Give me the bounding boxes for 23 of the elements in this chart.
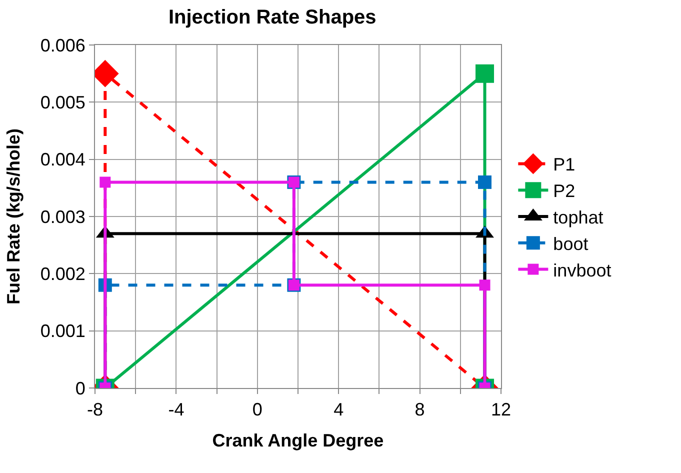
chart-title: Injection Rate Shapes <box>168 6 376 28</box>
point <box>100 176 111 188</box>
legend-label: P1 <box>553 154 576 175</box>
x-tick-label: 0 <box>252 400 262 420</box>
x-axis-title: Crank Angle Degree <box>212 430 384 451</box>
y-axis-title: Fuel Rate (kg/s/hole) <box>4 128 24 305</box>
legend-label: boot <box>553 234 588 254</box>
y-tick-label: 0.001 <box>40 321 86 342</box>
legend-label: invboot <box>553 260 612 280</box>
x-tick-label: 12 <box>490 400 512 420</box>
y-tick-label: 0.004 <box>40 150 86 170</box>
point <box>478 175 492 189</box>
legend-label: tophat <box>553 208 604 228</box>
x-tick-label: -8 <box>86 400 104 420</box>
y-tick-label: 0.002 <box>40 264 86 284</box>
y-tick-label: 0 <box>75 378 86 398</box>
y-tick-label: 0.006 <box>40 35 86 56</box>
x-tick-label: 8 <box>414 400 425 420</box>
x-tick-label: 4 <box>334 400 344 420</box>
x-tick-label: -4 <box>168 400 184 420</box>
y-tick-label: 0.003 <box>40 206 86 227</box>
legend-label: P2 <box>553 181 576 202</box>
y-tick-label: 0.005 <box>40 92 86 112</box>
